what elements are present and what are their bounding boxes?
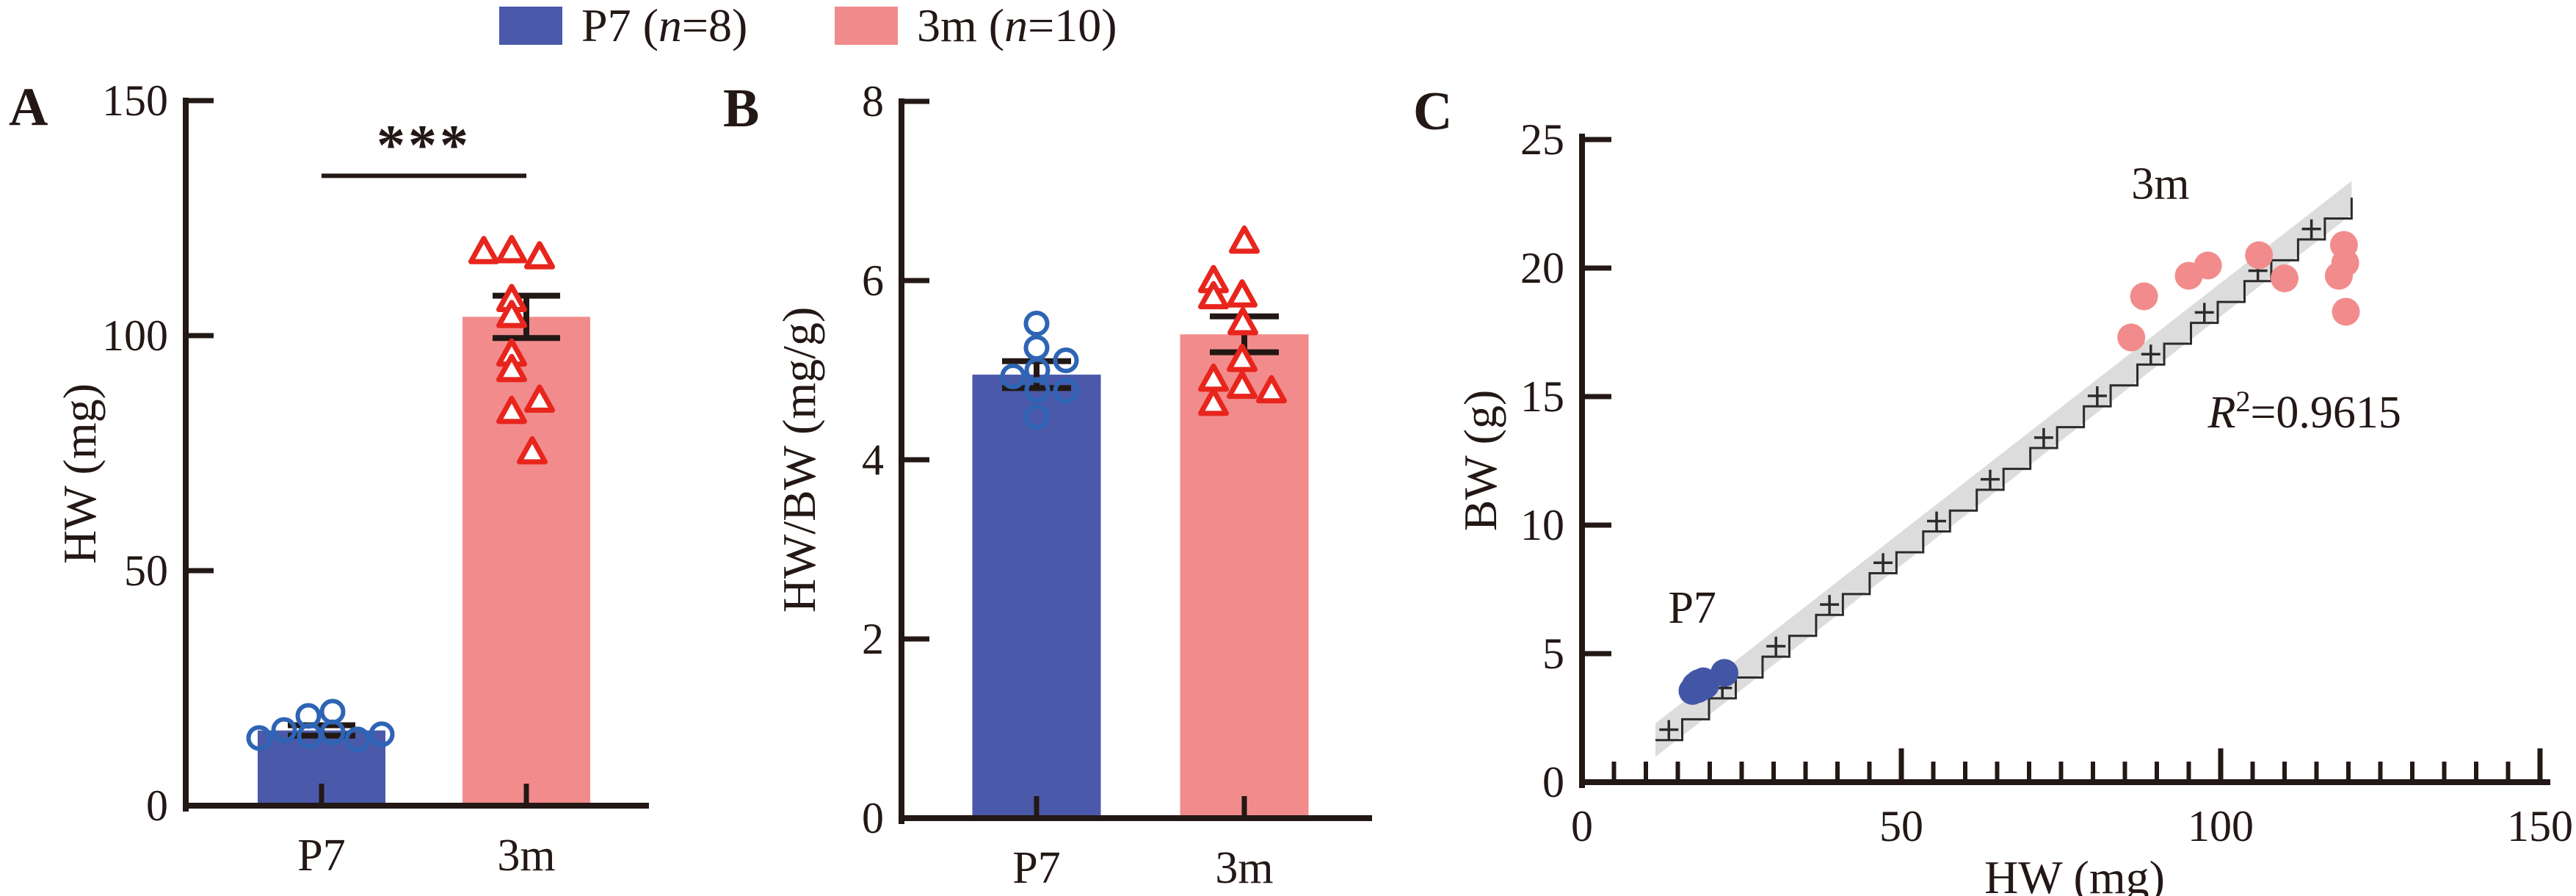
y-tick-label: 25 xyxy=(1520,115,1564,164)
data-point-circle xyxy=(271,717,297,743)
data-point-circle xyxy=(1053,377,1079,404)
scatter-point-3m xyxy=(2331,249,2359,277)
legend-n-italic: n xyxy=(1004,0,1028,51)
data-point-circle xyxy=(1024,377,1051,403)
y-tick-label: 6 xyxy=(862,256,884,305)
scatter-point-3m xyxy=(2332,297,2360,326)
data-point-circle xyxy=(344,726,371,753)
data-point-circle xyxy=(1023,311,1050,337)
regression-step-line xyxy=(1655,198,2353,742)
bar-P7 xyxy=(972,375,1101,819)
series-label-P7: P7 xyxy=(1668,583,1716,633)
data-point-circle xyxy=(246,725,272,751)
scatter-point-3m xyxy=(2130,282,2158,311)
scatter-point-3m xyxy=(2245,241,2274,270)
data-point-triangle xyxy=(496,234,527,264)
y-tick-label: 0 xyxy=(146,781,168,830)
y-axis-title: BW (g) xyxy=(1454,390,1506,532)
y-tick-label: 0 xyxy=(1542,758,1564,806)
y-tick-label: 0 xyxy=(862,794,884,842)
data-point-triangle xyxy=(1227,344,1258,372)
data-point-triangle xyxy=(1227,307,1258,336)
bar-3m xyxy=(462,317,590,806)
y-tick-label: 8 xyxy=(862,77,884,126)
scatter-point-3m xyxy=(2194,251,2222,280)
data-point-triangle xyxy=(1256,375,1287,404)
legend-n-italic: n xyxy=(658,0,682,51)
y-tick-label: 100 xyxy=(102,311,168,360)
category-label: P7 xyxy=(1012,843,1060,893)
panel-c-scatter-plot: P7 3m 0 5 10 15 20 25 0 50 100 150 HW (mg) BW (g) C R2=… xyxy=(1413,82,2573,896)
y-tick-label: 50 xyxy=(124,546,168,595)
panel-letter: C xyxy=(1413,82,1452,142)
panel-letter: B xyxy=(723,79,759,139)
scatter-point-P7 xyxy=(1710,659,1739,687)
y-tick-label: 15 xyxy=(1520,372,1564,421)
x-tick-label: 100 xyxy=(2188,802,2254,850)
x-tick-label: 150 xyxy=(2507,802,2573,850)
panel-letter: A xyxy=(9,77,48,137)
data-point-triangle xyxy=(468,236,499,264)
y-tick-label: 2 xyxy=(862,615,884,663)
data-point-triangle xyxy=(524,384,555,413)
category-label: 3m xyxy=(1215,843,1273,893)
significance-stars: *** xyxy=(377,112,471,176)
scatter-point-3m xyxy=(2271,264,2299,292)
legend-item-3m: 3m (n=10) xyxy=(835,2,1117,49)
data-point-triangle xyxy=(1198,281,1229,310)
r-squared-label: R2=0.9615 xyxy=(2207,385,2401,438)
series-label-3m: 3m xyxy=(2131,159,2189,209)
y-tick-label: 4 xyxy=(862,436,884,484)
legend-text: =10) xyxy=(1028,0,1117,51)
data-point-triangle xyxy=(524,241,555,270)
legend-item-p7: P7 (n=8) xyxy=(499,2,747,49)
x-axis-title: HW (mg) xyxy=(1984,851,2165,896)
bar-3m xyxy=(1180,334,1309,818)
data-point-triangle xyxy=(517,436,548,465)
y-tick-label: 10 xyxy=(1520,501,1564,549)
legend-swatch-p7 xyxy=(499,7,562,45)
category-label: P7 xyxy=(297,831,345,881)
panel-b-bar-chart: 0 2 4 6 8 P7 3m B HW/BW (mg/g) xyxy=(723,77,1372,893)
legend-swatch-3m xyxy=(835,7,898,45)
y-axis-title: HW/BW (mg/g) xyxy=(773,307,825,613)
panel-a-bar-chart: 0 50 100 150 P7 3m *** A HW (mg) xyxy=(9,76,649,881)
data-point-triangle xyxy=(496,353,527,383)
data-point-triangle xyxy=(496,395,527,424)
data-point-circle xyxy=(1023,403,1050,430)
data-point-triangle xyxy=(1229,225,1260,254)
x-tick-label: 50 xyxy=(1879,802,1923,850)
y-axis-title: HW (mg) xyxy=(54,383,106,564)
data-point-triangle xyxy=(1227,279,1258,308)
category-label: 3m xyxy=(497,831,555,881)
data-point-circle xyxy=(319,719,346,745)
legend-text: P7 ( xyxy=(581,0,658,51)
legend-text: =8) xyxy=(681,0,748,51)
x-tick-label: 0 xyxy=(1571,802,1593,850)
y-tick-label: 5 xyxy=(1542,629,1564,678)
data-point-circle xyxy=(369,721,395,748)
legend-label-p7: P7 (n=8) xyxy=(581,2,747,49)
regression-cross-markers xyxy=(1659,219,2321,740)
legend-label-3m: 3m (n=10) xyxy=(917,2,1117,49)
scatter-point-3m xyxy=(2117,323,2146,352)
y-tick-label: 150 xyxy=(102,76,168,125)
data-point-triangle xyxy=(496,300,527,328)
data-point-circle xyxy=(1000,364,1026,390)
data-point-triangle xyxy=(1198,387,1229,416)
data-point-circle xyxy=(1023,335,1050,361)
data-point-triangle xyxy=(1227,370,1258,400)
legend-text: 3m ( xyxy=(917,0,1005,51)
y-tick-label: 20 xyxy=(1520,244,1564,292)
data-point-circle xyxy=(319,698,346,725)
data-point-circle xyxy=(1053,347,1079,374)
